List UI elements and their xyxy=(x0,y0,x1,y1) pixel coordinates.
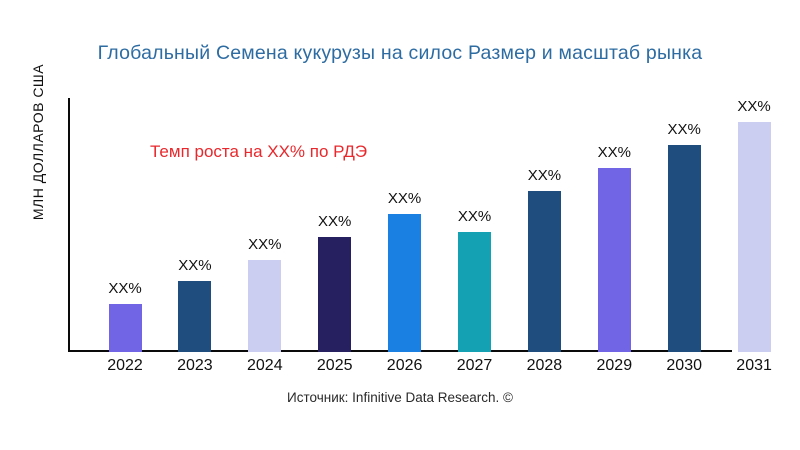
x-tick-2028: 2028 xyxy=(526,357,563,374)
bar-value-label-2024: XX% xyxy=(248,236,282,253)
x-tick-2030: 2030 xyxy=(666,357,702,374)
bar-value-label-2023: XX% xyxy=(178,256,212,274)
y-axis-label: МЛН ДОЛЛАРОВ США xyxy=(30,63,46,221)
x-axis-labels: 2022 2023 2024 2025 2026 2027 2028 2029 2030 2031 xyxy=(68,357,774,379)
plot-area: Темп роста на XX% по РДЭ XX% XX% XX% XX% XX%… xyxy=(68,98,774,352)
bar-value-label-2030: XX% xyxy=(667,121,701,138)
bar-value-label-2029: XX% xyxy=(597,144,631,161)
growth-rate-annotation: Темп роста на XX% по РДЭ xyxy=(150,142,368,161)
source-caption: Источник: Infinitive Data Research. © xyxy=(287,390,513,405)
bar-2025 xyxy=(318,237,352,352)
bar-value-label-2025: XX% xyxy=(318,213,352,230)
chart-title: Глобальный Семена кукурузы на силос Разм… xyxy=(97,42,703,64)
x-tick-2027: 2027 xyxy=(456,357,493,374)
bar-value-label-2027: XX% xyxy=(457,208,492,226)
bar-2028 xyxy=(527,191,561,352)
x-tick-2031: 2031 xyxy=(736,357,772,374)
bar-2023 xyxy=(178,280,212,352)
bar-value-label-2022: XX% xyxy=(108,279,142,297)
bar-2031 xyxy=(737,122,771,352)
x-tick-2022: 2022 xyxy=(107,357,143,374)
x-tick-2025: 2025 xyxy=(316,357,353,374)
bar-value-label-2028: XX% xyxy=(527,167,562,184)
x-tick-2023: 2023 xyxy=(177,357,213,374)
bar-2030 xyxy=(667,145,701,352)
bar-2029 xyxy=(597,168,631,352)
bar-2024 xyxy=(248,260,282,352)
x-tick-2029: 2029 xyxy=(596,357,633,374)
x-tick-2026: 2026 xyxy=(386,357,423,374)
bar-value-label-2031: XX% xyxy=(737,98,771,115)
y-axis-line xyxy=(68,98,70,352)
x-tick-2024: 2024 xyxy=(247,357,283,374)
bar-value-label-2026: XX% xyxy=(387,190,422,207)
bar-2026 xyxy=(388,214,422,352)
bar-2027 xyxy=(458,232,491,352)
bar-2022 xyxy=(108,303,142,352)
